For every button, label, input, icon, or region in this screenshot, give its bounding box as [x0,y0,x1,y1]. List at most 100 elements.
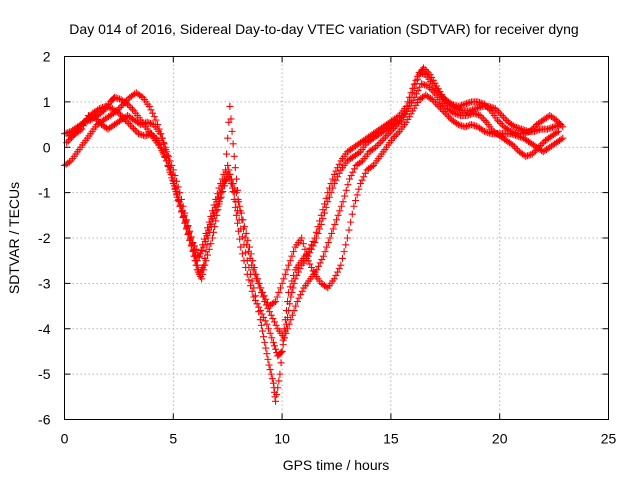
data-point [360,173,368,181]
data-point [410,80,418,88]
data-point [229,180,237,188]
data-point [414,87,422,95]
data-point [340,248,348,256]
data-point [429,87,437,95]
data-point [203,232,211,240]
data-point [272,321,280,329]
data-point [554,118,562,126]
data-point [273,391,281,399]
data-point [267,311,275,319]
data-point [470,109,478,117]
data-point [137,92,145,100]
data-point [129,105,136,113]
data-point [454,121,462,129]
data-point [176,189,184,197]
data-point [285,320,293,328]
data-point [449,101,457,109]
data-point [94,106,102,114]
data-point [436,104,444,112]
data-point [521,129,529,137]
data-point [515,132,523,140]
data-point [353,191,361,199]
data-point [160,139,168,147]
data-point [227,115,235,123]
data-point [350,202,358,210]
data-point [174,183,182,191]
data-point [206,220,214,228]
data-point [95,105,103,113]
data-point [314,229,322,237]
data-point [115,109,123,117]
data-point [200,243,208,251]
data-point [267,370,275,378]
data-point [450,109,458,117]
data-point [177,202,185,210]
data-point [339,198,347,206]
data-point [380,135,388,143]
data-point [262,295,270,303]
data-point [198,246,206,254]
data-point [440,101,448,109]
data-point [241,223,249,231]
data-point [255,279,263,287]
data-point [229,140,237,148]
data-point [233,219,241,227]
data-point [265,325,272,333]
data-point [116,104,124,112]
data-point [378,136,386,144]
data-point [500,113,508,121]
y-tick-label: -2 [38,230,51,246]
data-point [262,344,270,352]
data-point [239,216,247,224]
data-point [461,100,469,108]
data-point [256,307,264,315]
data-point [529,124,537,132]
data-point [347,172,355,180]
data-point [349,168,357,176]
data-point [211,203,219,211]
x-tick-label: 10 [274,431,290,447]
data-point [482,102,490,110]
data-point [231,164,239,172]
data-point [386,128,394,136]
data-point [183,223,191,231]
data-point [513,123,521,131]
data-point [140,119,148,127]
data-point [248,287,256,295]
data-point [321,248,329,256]
data-point [216,189,224,197]
data-point [298,287,306,295]
data-point [248,277,256,285]
data-point [224,161,232,169]
data-point [334,164,342,172]
data-point [342,241,350,249]
data-point [159,148,167,156]
data-point [419,80,427,88]
data-point [270,342,278,350]
data-point [76,123,84,131]
data-point [324,239,332,247]
data-point [202,248,210,256]
data-point [238,250,246,258]
data-point [350,165,358,173]
data-point [293,298,301,306]
data-point [145,119,153,127]
data-point [417,69,425,77]
data-point [222,166,230,174]
data-point [480,127,488,135]
data-point [158,134,166,142]
data-point [507,130,515,138]
data-point [385,130,393,138]
data-point [115,95,123,103]
data-point [236,202,244,210]
data-point [453,119,461,127]
data-point [467,121,475,129]
data-point [172,187,180,195]
data-point [307,263,315,271]
data-point [522,152,530,160]
data-point [114,94,122,102]
data-point [190,245,198,253]
data-point [497,119,505,127]
data-point [484,129,492,137]
data-point [274,384,282,392]
